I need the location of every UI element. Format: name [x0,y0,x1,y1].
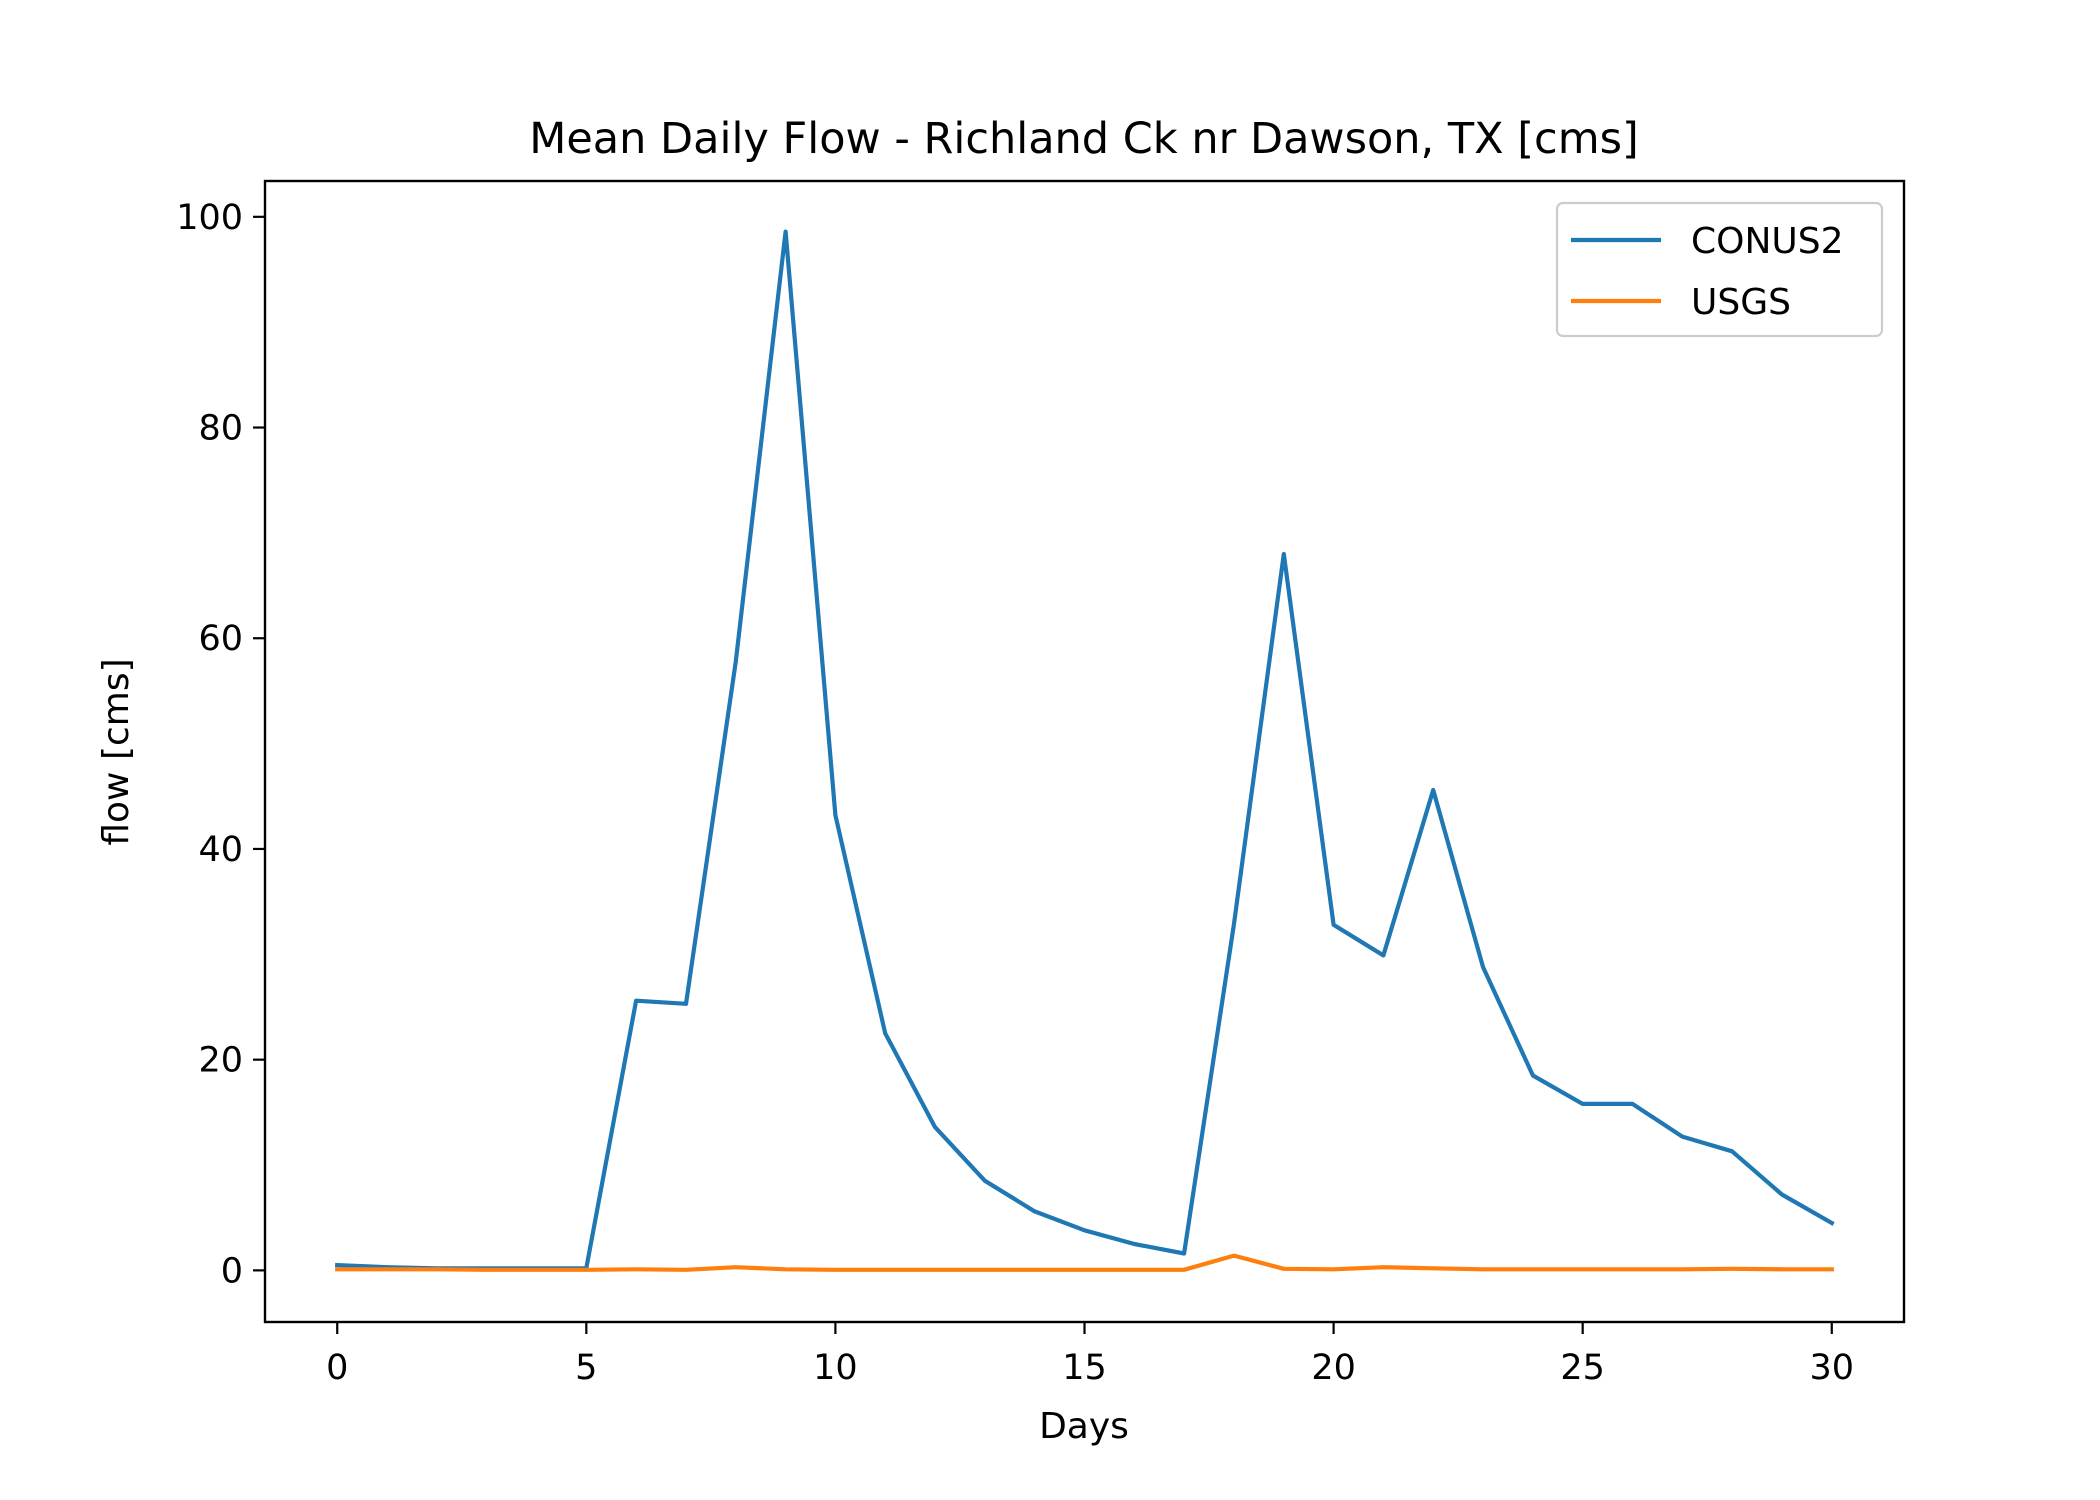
axes-frame [263,179,1906,1324]
x-tick-label: 20 [1311,1348,1356,1388]
y-axis: 0 20 40 60 80 100 [176,198,265,1291]
y-tick-label: 80 [198,409,243,449]
plot-area [335,229,1835,1272]
x-tick-label: 5 [575,1348,597,1388]
x-tick-label: 15 [1062,1348,1107,1388]
legend-label-usgs: USGS [1691,282,1791,323]
series-line-usgs [335,1253,1834,1272]
chart-title: Mean Daily Flow - Richland Ck nr Dawson,… [529,114,1639,164]
series-line-conus2 [335,229,1835,1271]
x-tick-label: 10 [813,1348,858,1388]
x-axis: 0 5 10 15 20 25 30 [326,1322,1854,1388]
x-tick-label: 30 [1809,1348,1854,1388]
x-tick-label: 25 [1560,1348,1605,1388]
y-tick-label: 60 [198,619,243,659]
legend-label-conus2: CONUS2 [1691,221,1844,262]
y-tick-label: 100 [176,198,243,238]
x-axis-label: Days [1039,1406,1129,1447]
x-tick-label: 0 [326,1348,348,1388]
y-tick-label: 20 [198,1041,243,1081]
y-tick-label: 0 [221,1251,243,1291]
y-axis-label: flow [cms] [96,658,137,845]
legend: CONUS2 USGS [1555,201,1884,338]
y-tick-label: 40 [198,830,243,870]
